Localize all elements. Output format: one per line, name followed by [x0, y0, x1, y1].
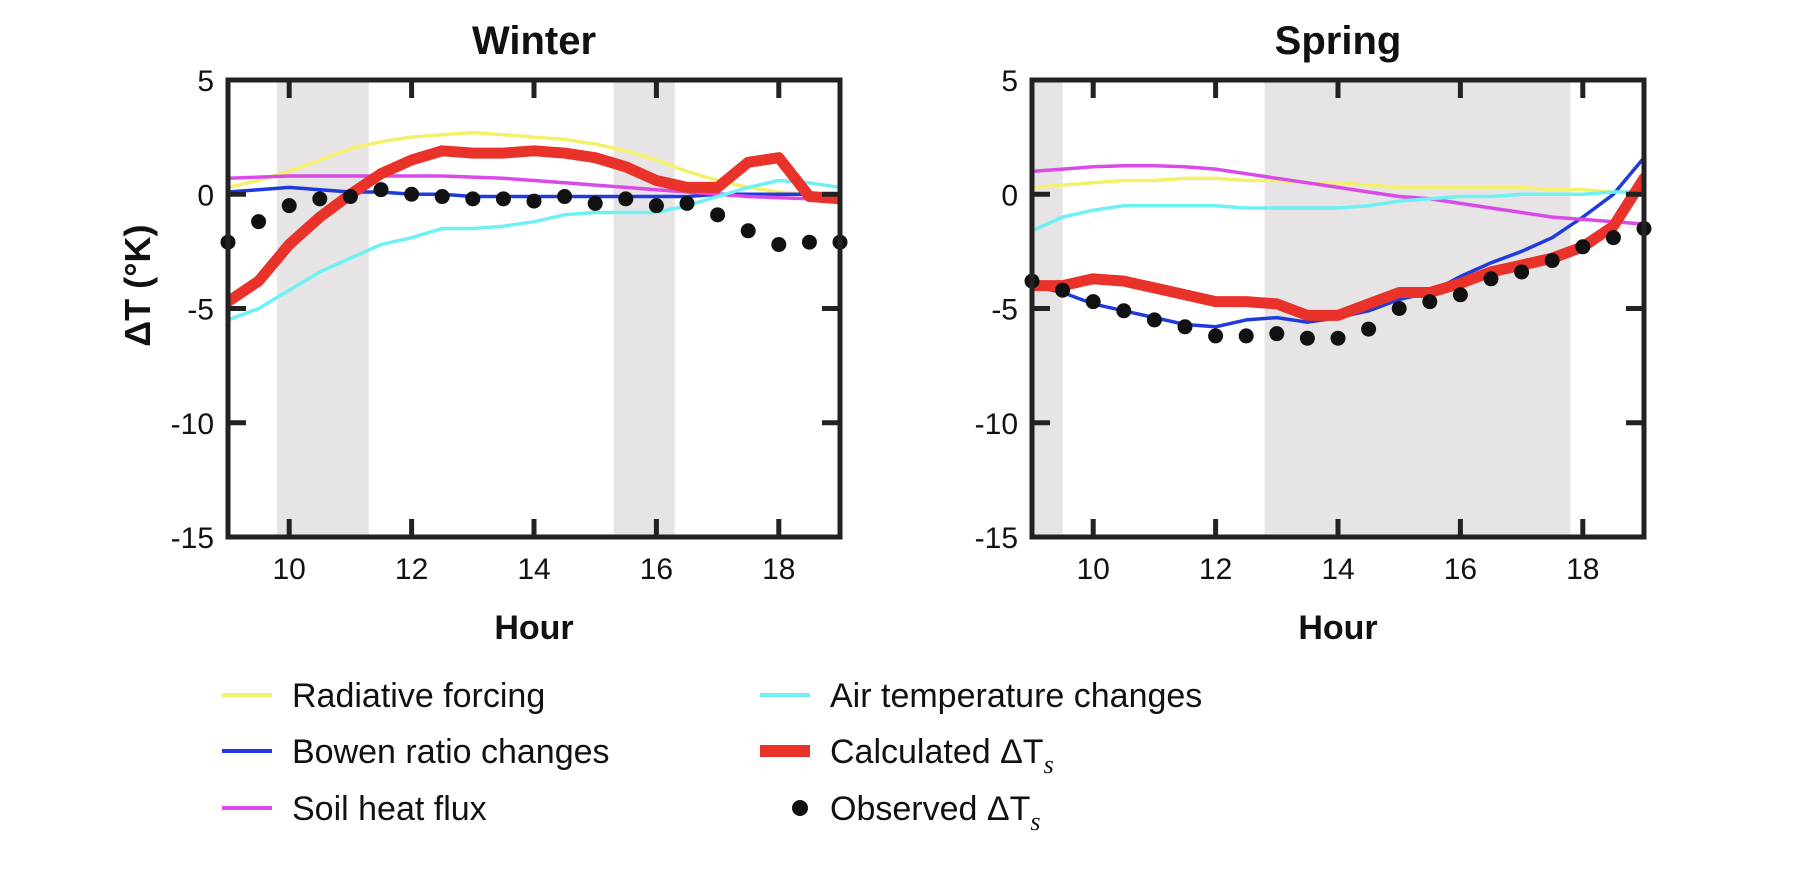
legend-item: Calculated ΔTs	[760, 733, 1054, 779]
legend-label: Radiative forcing	[292, 677, 545, 715]
legend-label: Calculated ΔTs	[830, 733, 1054, 779]
observed-point	[312, 191, 328, 207]
legend-label: Air temperature changes	[830, 677, 1202, 715]
observed-point	[1605, 230, 1621, 246]
y-tick-label: -10	[171, 408, 214, 441]
observed-point	[801, 234, 817, 250]
observed-point	[495, 191, 511, 207]
legend-marker	[792, 800, 808, 816]
observed-point	[526, 193, 542, 209]
legend-label: Soil heat flux	[292, 790, 487, 828]
legend-label-subscript: s	[1044, 750, 1054, 779]
observed-point	[1055, 282, 1071, 298]
observed-point	[373, 182, 389, 198]
legend-item: Radiative forcing	[222, 677, 545, 715]
observed-point	[710, 207, 726, 223]
y-tick-label: -10	[975, 408, 1018, 441]
series-line-radiative-forcing	[228, 130, 840, 199]
observed-point	[1116, 303, 1132, 319]
observed-point	[648, 198, 664, 214]
plot-area	[1032, 80, 1644, 537]
observed-point	[281, 198, 297, 214]
y-tick-label: 5	[197, 65, 214, 98]
legend-label: Bowen ratio changes	[292, 733, 610, 771]
x-tick-label: 14	[1321, 553, 1354, 586]
y-tick-label: 0	[1001, 179, 1018, 212]
observed-point	[1483, 271, 1499, 287]
legend-item: Air temperature changes	[760, 677, 1202, 715]
observed-point	[1085, 294, 1101, 310]
legend: Radiative forcing Bowen ratio changes Soil…	[222, 677, 1202, 836]
panel-spring: 5 0 -5 -10 -15 10 12 14 16 18 Spring Hour	[975, 19, 1652, 647]
observed-point	[1330, 330, 1346, 346]
series-line-soil-heat-flux	[1032, 163, 1644, 226]
observed-point	[1575, 239, 1591, 255]
legend-item: Bowen ratio changes	[222, 733, 610, 771]
x-tick-label: 14	[517, 553, 550, 586]
series-line-air-temperature-changes	[228, 178, 840, 322]
x-tick-label: 12	[1199, 553, 1232, 586]
x-tick-label: 16	[1444, 553, 1477, 586]
observed-point	[1238, 328, 1254, 344]
x-axis-label: Hour	[494, 609, 573, 647]
observed-point	[618, 191, 634, 207]
x-tick-label: 18	[1566, 553, 1599, 586]
series-line-calculated-ts	[1032, 172, 1644, 321]
observed-point	[404, 186, 420, 202]
chart-title: Spring	[1275, 19, 1402, 63]
observed-point	[1269, 326, 1285, 342]
x-tick-label: 16	[640, 553, 673, 586]
series-line-radiative-forcing	[1032, 176, 1644, 194]
observed-point	[1361, 321, 1377, 337]
observed-point	[771, 237, 787, 253]
x-tick-label: 10	[273, 553, 306, 586]
y-tick-label: 5	[1001, 65, 1018, 98]
observed-point	[1452, 287, 1468, 303]
observed-point	[679, 195, 695, 211]
x-tick-label: 18	[762, 553, 795, 586]
observed-point	[1391, 301, 1407, 316]
y-tick-label: 0	[197, 179, 214, 212]
y-tick-label: -15	[975, 522, 1018, 555]
observed-point	[434, 189, 450, 205]
x-tick-label: 10	[1077, 553, 1110, 586]
observed-point	[740, 223, 756, 239]
legend-item: Soil heat flux	[222, 790, 487, 828]
observed-point	[1146, 312, 1162, 328]
observed-point	[1422, 294, 1438, 310]
y-tick-label: -15	[171, 522, 214, 555]
observed-point	[342, 189, 358, 205]
observed-point	[1177, 319, 1193, 335]
legend-item: Observed ΔTs	[792, 790, 1040, 836]
observed-point	[587, 195, 603, 211]
shaded-interval	[1264, 80, 1571, 537]
x-tick-label: 12	[395, 553, 428, 586]
observed-point	[1299, 330, 1315, 346]
series-line-calculated-ts	[228, 145, 840, 308]
x-axis-label: Hour	[1298, 609, 1377, 647]
observed-point	[251, 214, 267, 230]
observed-point	[1514, 264, 1530, 280]
series-line-air-temperature-changes	[1032, 190, 1644, 233]
legend-label-subscript: s	[1030, 807, 1040, 836]
panel-winter: 5 0 -5 -10 -15 10 12 14 16 18 Winter Hour ΔT (°K)	[117, 19, 848, 647]
y-axis-label: ΔT (°K)	[117, 225, 158, 347]
observed-point	[465, 191, 481, 207]
legend-label: Observed ΔTs	[830, 790, 1040, 836]
y-tick-label: -5	[187, 294, 214, 327]
observed-point	[557, 189, 573, 205]
plot-area	[228, 80, 840, 537]
observed-point	[1544, 253, 1560, 269]
y-tick-label: -5	[991, 294, 1018, 327]
series-line-soil-heat-flux	[228, 174, 840, 202]
chart-title: Winter	[472, 19, 596, 63]
shaded-interval	[276, 80, 369, 537]
observed-point	[1208, 328, 1224, 344]
